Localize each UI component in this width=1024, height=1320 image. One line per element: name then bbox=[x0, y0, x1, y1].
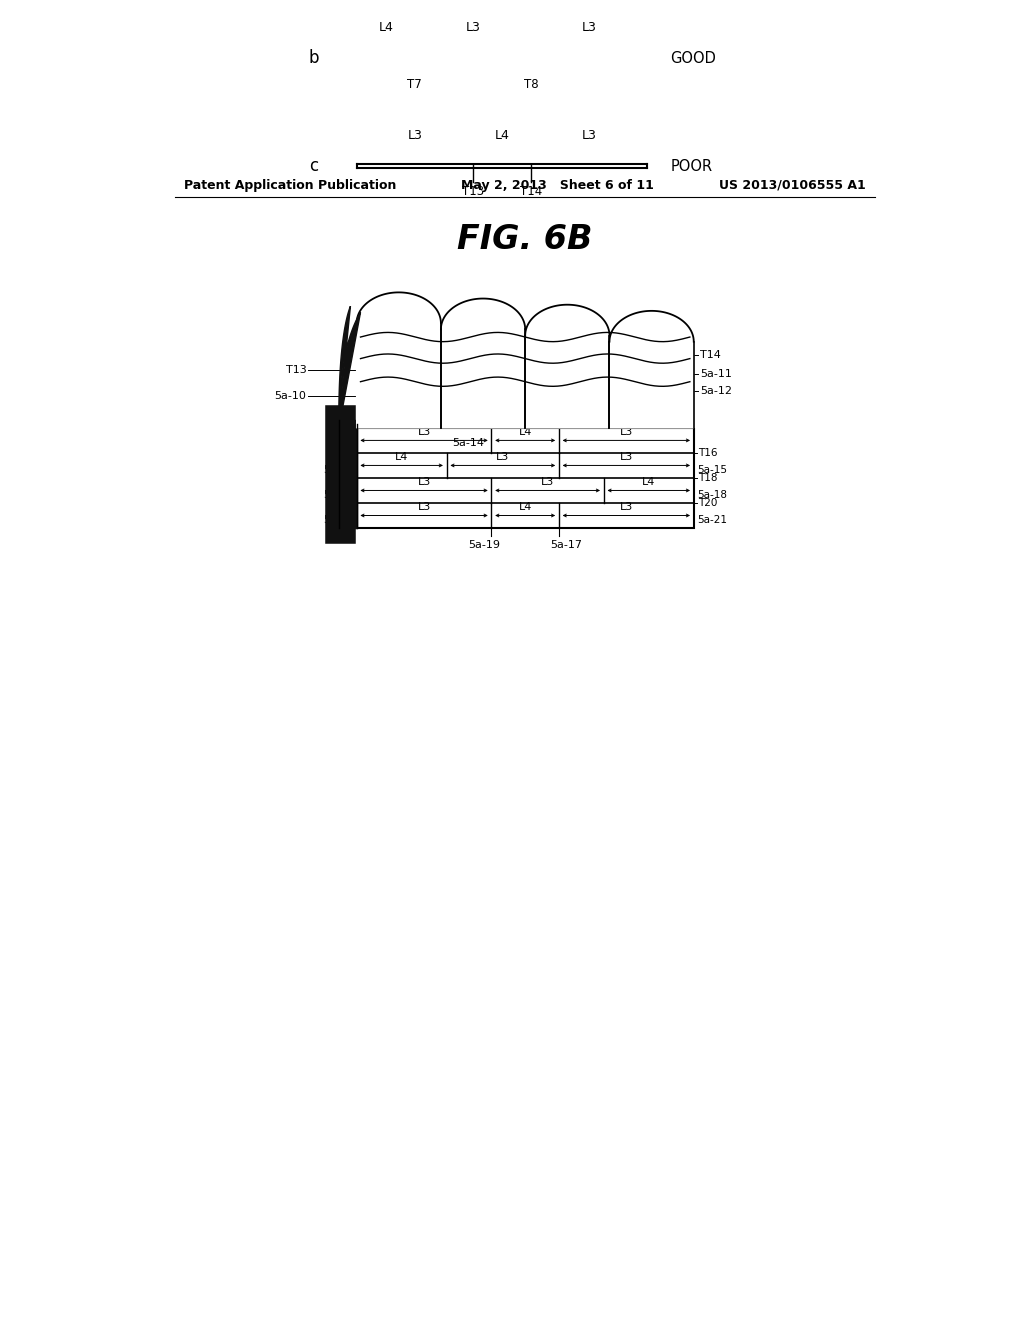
Text: L3: L3 bbox=[418, 502, 431, 512]
Text: 5a-16: 5a-16 bbox=[323, 491, 352, 500]
Text: L3: L3 bbox=[418, 426, 431, 437]
Text: T17: T17 bbox=[333, 473, 352, 483]
Text: GOOD: GOOD bbox=[671, 50, 717, 66]
Bar bbox=[356, 428, 693, 528]
Text: 5a-14: 5a-14 bbox=[452, 438, 484, 447]
Text: T7: T7 bbox=[408, 78, 422, 91]
Text: T8: T8 bbox=[523, 78, 539, 91]
Text: L3: L3 bbox=[466, 21, 480, 34]
Text: L4: L4 bbox=[642, 477, 655, 487]
Text: 5a-18: 5a-18 bbox=[697, 491, 728, 500]
Text: May 2, 2013   Sheet 6 of 11: May 2, 2013 Sheet 6 of 11 bbox=[461, 178, 654, 191]
Text: L3: L3 bbox=[620, 451, 633, 462]
Polygon shape bbox=[609, 312, 693, 428]
Text: T18: T18 bbox=[697, 473, 717, 483]
Text: L3: L3 bbox=[408, 129, 422, 143]
Text: 5a-13: 5a-13 bbox=[323, 466, 352, 475]
Text: L3: L3 bbox=[582, 21, 597, 34]
Text: L3: L3 bbox=[418, 477, 431, 487]
Text: 5a‑10: 5a‑10 bbox=[274, 391, 306, 400]
Text: L4: L4 bbox=[378, 21, 393, 34]
Text: L3: L3 bbox=[620, 502, 633, 512]
Polygon shape bbox=[356, 293, 441, 428]
Text: L3: L3 bbox=[497, 451, 509, 462]
Text: 5a-17: 5a-17 bbox=[551, 540, 583, 549]
Text: L4: L4 bbox=[518, 502, 531, 512]
Text: L3: L3 bbox=[620, 426, 633, 437]
Bar bbox=[340, 289, 697, 428]
Text: T16: T16 bbox=[697, 447, 717, 458]
Text: L3: L3 bbox=[541, 477, 554, 487]
Bar bbox=[342, 420, 346, 528]
Text: T19: T19 bbox=[333, 498, 352, 508]
Polygon shape bbox=[525, 305, 609, 428]
Text: T14: T14 bbox=[700, 350, 721, 360]
Text: L4: L4 bbox=[395, 451, 409, 462]
Text: 5a-15: 5a-15 bbox=[697, 466, 728, 475]
Text: POOR: POOR bbox=[671, 158, 713, 174]
Text: T15: T15 bbox=[333, 447, 352, 458]
Text: L4: L4 bbox=[495, 129, 509, 143]
Text: 5a-19: 5a-19 bbox=[468, 540, 500, 549]
Text: Patent Application Publication: Patent Application Publication bbox=[183, 178, 396, 191]
Bar bbox=[340, 420, 356, 528]
Polygon shape bbox=[441, 298, 525, 428]
Text: L4: L4 bbox=[518, 426, 531, 437]
Text: T13: T13 bbox=[286, 366, 306, 375]
Text: FIG. 6B: FIG. 6B bbox=[457, 223, 593, 256]
Text: b: b bbox=[309, 49, 319, 67]
Text: L3: L3 bbox=[582, 129, 597, 143]
Polygon shape bbox=[339, 306, 360, 428]
Text: T13: T13 bbox=[462, 185, 484, 198]
Text: c: c bbox=[309, 157, 318, 176]
Text: 5a‑12: 5a‑12 bbox=[700, 385, 732, 396]
Text: 5a-20: 5a-20 bbox=[323, 516, 352, 525]
Text: T20: T20 bbox=[697, 498, 717, 508]
Text: US 2013/0106555 A1: US 2013/0106555 A1 bbox=[719, 178, 866, 191]
Text: 5a-21: 5a-21 bbox=[697, 516, 728, 525]
Text: T14: T14 bbox=[520, 185, 542, 198]
Text: 5a‑11: 5a‑11 bbox=[700, 370, 732, 379]
